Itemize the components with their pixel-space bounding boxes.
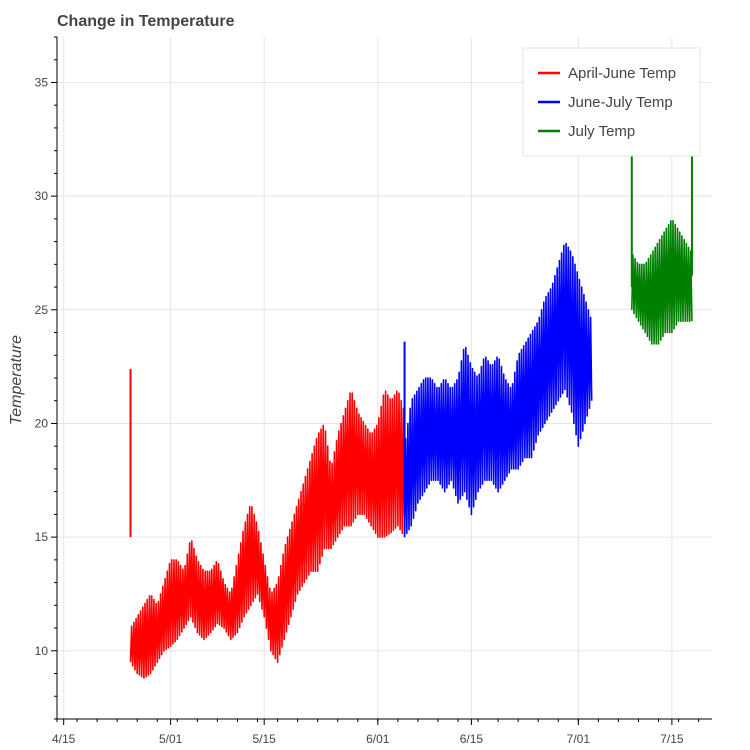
y-tick-label: 30	[35, 189, 49, 203]
series-line-june-july-temp	[403, 242, 593, 538]
x-tick-label: 5/01	[159, 732, 183, 746]
x-tick-label: 5/15	[253, 732, 277, 746]
legend-label-april-june-temp: April-June Temp	[568, 65, 676, 82]
x-tick-label: 6/15	[460, 732, 484, 746]
axes: 10 15 20 25 30 35 4/15 5/01 5/15 6/01 6/15 7/01 7/15	[35, 36, 712, 746]
y-tick-label: 25	[35, 303, 49, 317]
x-tick-label: 7/01	[567, 732, 591, 746]
x-tick-label: 4/15	[52, 732, 76, 746]
series-line-april-june-temp	[129, 390, 406, 679]
x-tick-label: 6/01	[366, 732, 390, 746]
x-tick-label: 7/15	[660, 732, 684, 746]
y-tick-label: 15	[35, 530, 49, 544]
y-tick-label: 20	[35, 416, 49, 430]
chart-title: Change in Temperature	[57, 13, 235, 30]
y-tick-label: 35	[35, 75, 49, 89]
legend-label-june-july-temp: June-July Temp	[568, 94, 673, 111]
series-lines	[129, 150, 693, 679]
legend: April-June Temp June-July Temp July Temp	[522, 47, 701, 157]
legend-label-july-temp: July Temp	[568, 123, 635, 140]
y-axis-label: Temperature	[8, 335, 25, 425]
series-line-july-temp	[631, 220, 693, 345]
y-tick-label: 10	[35, 644, 49, 658]
